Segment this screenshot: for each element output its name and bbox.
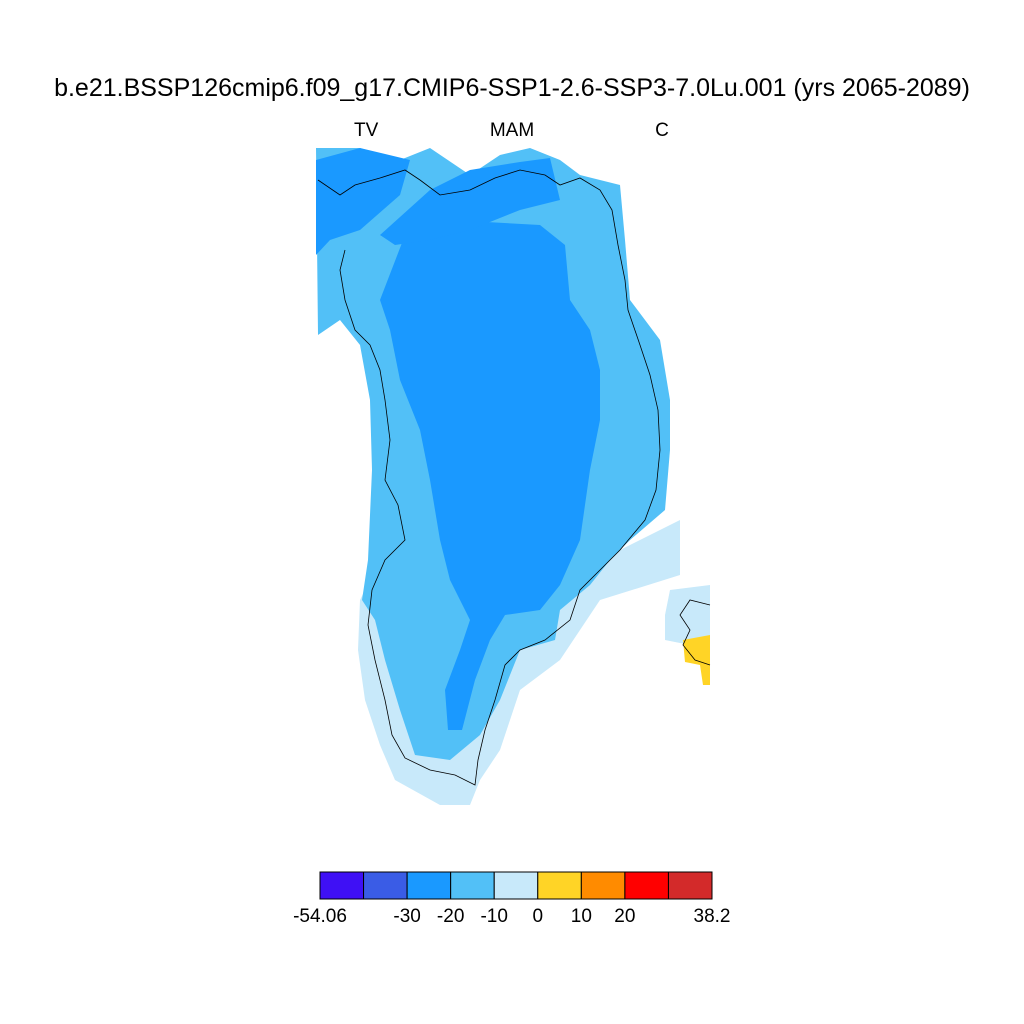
colorbar-bin: [537, 871, 582, 900]
colorbar-bin: [624, 871, 669, 900]
colorbar-bin: [363, 871, 408, 900]
colorbar-tick-label: 10: [570, 906, 592, 927]
colorbar-bin: [450, 871, 495, 900]
colorbar-bin: [580, 871, 626, 900]
subtitle-units: C: [655, 120, 669, 141]
colorbar-bin: [406, 871, 452, 900]
colorbar-bin: [493, 871, 539, 900]
field-iceland-warm: [683, 635, 710, 685]
colorbar-tick-label: -20: [436, 906, 465, 927]
colorbar-bin: [319, 871, 365, 900]
colorbar-tick-label: 20: [614, 906, 636, 927]
field-north-strips: [380, 158, 560, 245]
subtitle-variable: TV: [354, 120, 379, 141]
colorbar-tick-label: 38.2: [693, 906, 731, 927]
subtitle-season: MAM: [489, 120, 535, 141]
colorbar: [319, 871, 713, 900]
field-interior: [380, 220, 600, 730]
colorbar-bin: [667, 871, 713, 900]
colorbar-tick-label: -10: [480, 906, 508, 927]
iceland-coastline: [679, 599, 711, 666]
colorbar-tick-label: -54.06: [293, 906, 347, 927]
coastline: [317, 169, 661, 786]
colorbar-tick-label: -30: [393, 906, 421, 927]
colorbar-tick-label: 0: [532, 906, 544, 927]
chart-title: b.e21.BSSP126cmip6.f09_g17.CMIP6-SSP1-2.…: [54, 74, 970, 102]
field-iceland-cold: [665, 585, 710, 645]
field-northwest: [316, 148, 410, 255]
